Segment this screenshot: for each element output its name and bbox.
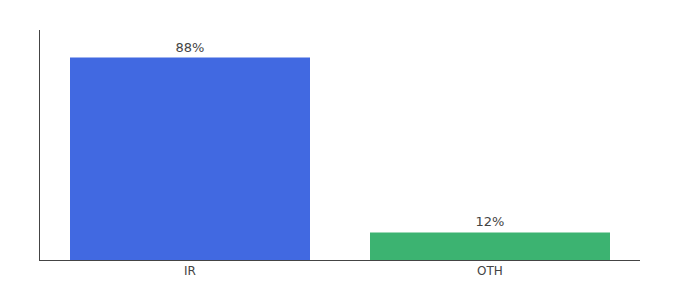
svg-text:12%: 12% <box>476 214 505 229</box>
svg-text:88%: 88% <box>176 40 205 55</box>
svg-text:OTH: OTH <box>477 264 503 278</box>
svg-text:IR: IR <box>184 264 196 278</box>
